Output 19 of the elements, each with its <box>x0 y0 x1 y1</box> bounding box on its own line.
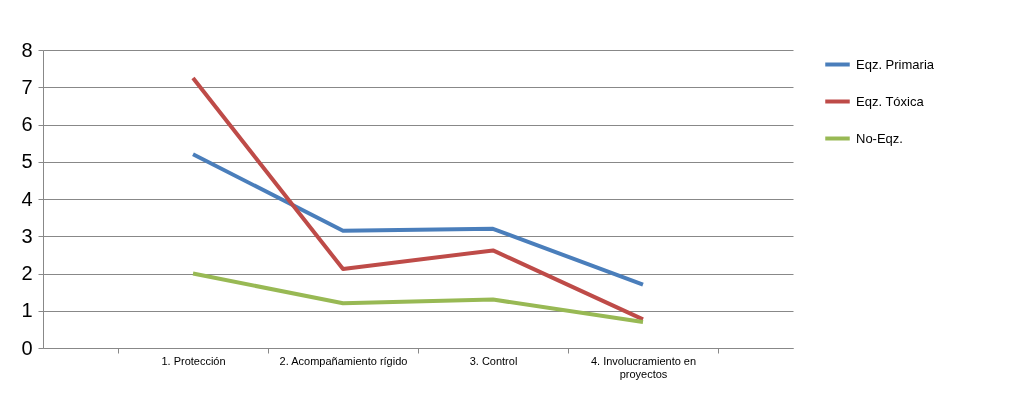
y-tick-label: 0 <box>21 336 33 359</box>
x-tick-label: 3. Control <box>469 354 518 367</box>
y-tick-label: 7 <box>21 75 33 98</box>
y-tick-label: 1 <box>21 299 33 322</box>
legend-label: Eqz. Primaria <box>856 56 935 72</box>
legend-label: No-Eqz. <box>856 130 903 146</box>
y-tick-label: 2 <box>21 262 33 284</box>
line-series <box>191 75 645 322</box>
y-tick-label: 4 <box>21 187 33 210</box>
y-tick-label: 3 <box>21 224 33 247</box>
legend-label: Eqz. Tóxica <box>856 93 925 109</box>
x-tick-label: 4. Involucramiento en proyectos <box>590 354 697 380</box>
line-series <box>191 271 645 324</box>
line-series <box>191 152 645 287</box>
y-tick-label: 8 <box>21 38 33 61</box>
y-tick-label: 5 <box>21 150 33 173</box>
y-tick-label: 6 <box>21 113 33 135</box>
x-tick-label: 1. Protección <box>161 354 226 367</box>
x-tick-label: 2. Acompañamiento rígido <box>279 354 408 367</box>
